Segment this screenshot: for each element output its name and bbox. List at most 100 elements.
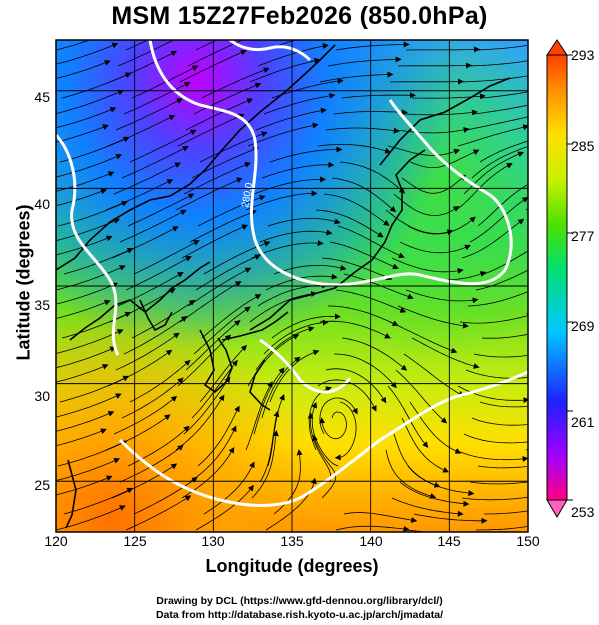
y-axis-label: Latitude (degrees)	[13, 204, 34, 361]
x-tick-label: 120	[44, 533, 68, 549]
streamline	[463, 433, 528, 444]
streamline	[479, 140, 528, 163]
streamline	[175, 394, 225, 451]
streamline	[343, 273, 414, 300]
streamline	[56, 346, 117, 369]
streamline	[325, 368, 387, 404]
streamline	[312, 434, 337, 499]
colorbar-min-arrow	[546, 499, 568, 518]
streamline	[175, 177, 243, 211]
streamline	[481, 91, 528, 99]
lat-lon-grid	[56, 40, 528, 532]
streamline	[263, 92, 336, 115]
streamline	[177, 113, 245, 147]
streamline	[189, 425, 237, 483]
streamline	[397, 62, 472, 69]
streamline	[406, 46, 480, 53]
streamline	[341, 92, 416, 99]
streamline	[461, 496, 528, 501]
y-tick-label: 40	[34, 196, 50, 212]
streamline	[253, 176, 326, 195]
streamline	[391, 257, 464, 274]
streamline	[56, 410, 115, 432]
contour-label: 280.0	[240, 182, 255, 209]
streamline	[343, 512, 418, 524]
streamline	[247, 122, 319, 147]
streamline	[113, 395, 178, 435]
streamline	[269, 349, 320, 403]
x-tick-label: 135	[280, 533, 304, 549]
streamline	[269, 146, 343, 163]
streamline	[467, 291, 528, 307]
streamline	[259, 410, 280, 483]
streamline	[484, 510, 528, 515]
streamline	[121, 377, 184, 419]
streamline	[471, 417, 528, 426]
streamline	[389, 321, 458, 354]
streamline	[307, 412, 332, 483]
x-axis-label: Longitude (degrees)	[205, 556, 379, 576]
streamline	[261, 161, 335, 179]
streamline	[328, 305, 399, 326]
streamline	[125, 256, 192, 291]
streamline	[191, 359, 238, 419]
streamline	[125, 40, 149, 51]
streamline	[405, 529, 480, 532]
x-tick-label: 150	[516, 533, 540, 549]
streamline	[333, 353, 397, 389]
streamline	[195, 484, 254, 531]
streamline	[119, 209, 187, 243]
streamline	[477, 465, 528, 469]
streamline	[131, 65, 199, 99]
streamline	[407, 465, 475, 497]
streamline	[319, 411, 347, 440]
streamline	[475, 44, 528, 51]
streamline	[56, 393, 122, 418]
streamline	[56, 265, 126, 291]
streamline	[483, 250, 528, 275]
streamline	[273, 264, 347, 275]
colorbar-tick-label: 277	[571, 228, 595, 244]
streamline	[125, 495, 192, 531]
x-tick-label: 140	[359, 533, 383, 549]
streamline	[455, 163, 513, 211]
streamline	[461, 218, 525, 259]
streamline	[201, 67, 270, 99]
streamline	[56, 124, 109, 143]
streamline	[195, 40, 218, 51]
drawing-credit: Drawing by DCL (https://www.gfd-dennou.o…	[156, 595, 443, 607]
streamline	[56, 40, 91, 51]
y-tick-label: 25	[34, 477, 50, 493]
streamline	[177, 334, 232, 387]
streamline	[56, 458, 121, 481]
streamline	[56, 171, 115, 192]
streamline	[469, 196, 528, 243]
streamline	[319, 71, 394, 83]
streamline	[334, 401, 357, 461]
streamline	[473, 104, 528, 115]
streamline	[481, 333, 528, 339]
streamline	[56, 188, 107, 207]
streamline	[333, 109, 408, 116]
streamline	[127, 425, 190, 467]
streamline	[471, 146, 528, 179]
streamline	[119, 444, 184, 483]
streamline	[317, 143, 392, 154]
streamline	[319, 320, 391, 339]
streamline	[397, 305, 469, 329]
streamline	[245, 381, 273, 451]
x-tick-label: 145	[437, 533, 461, 549]
streamline	[115, 332, 180, 371]
streamline	[195, 254, 261, 291]
streamline	[455, 449, 528, 462]
colorbar-tick-label: 269	[571, 318, 595, 334]
streamline	[327, 56, 402, 67]
streamline	[197, 405, 240, 467]
streamline	[321, 257, 393, 280]
streamline	[249, 291, 318, 323]
streamline	[389, 78, 464, 85]
streamline	[199, 344, 247, 403]
streamline	[387, 385, 429, 448]
streamline	[56, 329, 124, 354]
